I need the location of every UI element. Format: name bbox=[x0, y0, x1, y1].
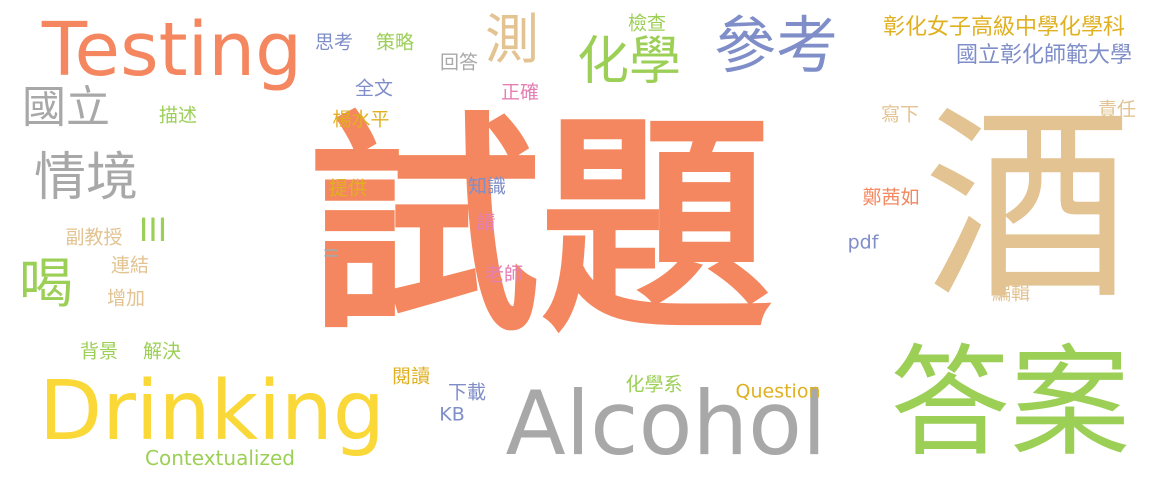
word-iii: III bbox=[138, 211, 168, 249]
word-answer: 答案 bbox=[890, 334, 1130, 473]
word-edit: 編輯 bbox=[991, 282, 1031, 305]
word-strategy: 策略 bbox=[375, 31, 415, 54]
word-changhua-girls-high: 彰化女子高級中學化學科 bbox=[882, 15, 1126, 40]
word-reference: 參考 bbox=[713, 9, 839, 82]
word-teacher: 老師 bbox=[484, 263, 524, 286]
word-thinking: 思考 bbox=[314, 31, 354, 54]
word-increase: 增加 bbox=[106, 287, 146, 310]
word-alcohol: Alcohol bbox=[505, 372, 827, 475]
word-correct: 正確 bbox=[500, 81, 540, 104]
word-link: 連結 bbox=[110, 254, 150, 277]
word-context: 情境 bbox=[33, 148, 139, 208]
word-jiu: 酒 bbox=[887, 96, 1129, 300]
word-question: Question bbox=[735, 380, 821, 403]
word-drinking: Drinking bbox=[39, 364, 385, 459]
word-check: 檢查 bbox=[627, 12, 667, 35]
word-solve: 解決 bbox=[142, 340, 182, 363]
word-drink: 喝 bbox=[19, 252, 73, 315]
word-national: 國立 bbox=[22, 82, 110, 133]
word-ii: II bbox=[319, 247, 342, 259]
word-chem-dept: 化學系 bbox=[625, 373, 683, 396]
word-associate-prof: 副教授 bbox=[65, 226, 123, 249]
word-contextualized: Contextualized bbox=[145, 446, 295, 470]
word-huida: 回答 bbox=[439, 51, 479, 74]
word-kb: KB bbox=[439, 403, 465, 426]
word-download: 下載 bbox=[447, 381, 487, 404]
word-testing: Testing bbox=[41, 7, 303, 93]
word-write: 寫下 bbox=[880, 103, 920, 126]
word-ce: 測 bbox=[485, 8, 539, 71]
word-zheng: 鄭茜如 bbox=[862, 186, 920, 209]
word-responsibility: 責任 bbox=[1097, 98, 1137, 121]
word-read: 閱讀 bbox=[391, 365, 431, 388]
word-ncue: 國立彰化師範大學 bbox=[955, 43, 1133, 68]
word-describe: 描述 bbox=[158, 104, 198, 127]
word-provide: 提供 bbox=[328, 177, 368, 200]
word-please: 請 bbox=[476, 211, 496, 234]
word-background: 背景 bbox=[79, 340, 119, 363]
word-shiti: 試題 bbox=[307, 93, 773, 363]
word-chemistry: 化學 bbox=[576, 32, 682, 92]
word-pdf: pdf bbox=[847, 231, 879, 254]
word-yang: 楊水平 bbox=[332, 108, 390, 131]
word-knowledge: 知識 bbox=[467, 175, 507, 198]
word-fulltext: 全文 bbox=[354, 77, 394, 100]
